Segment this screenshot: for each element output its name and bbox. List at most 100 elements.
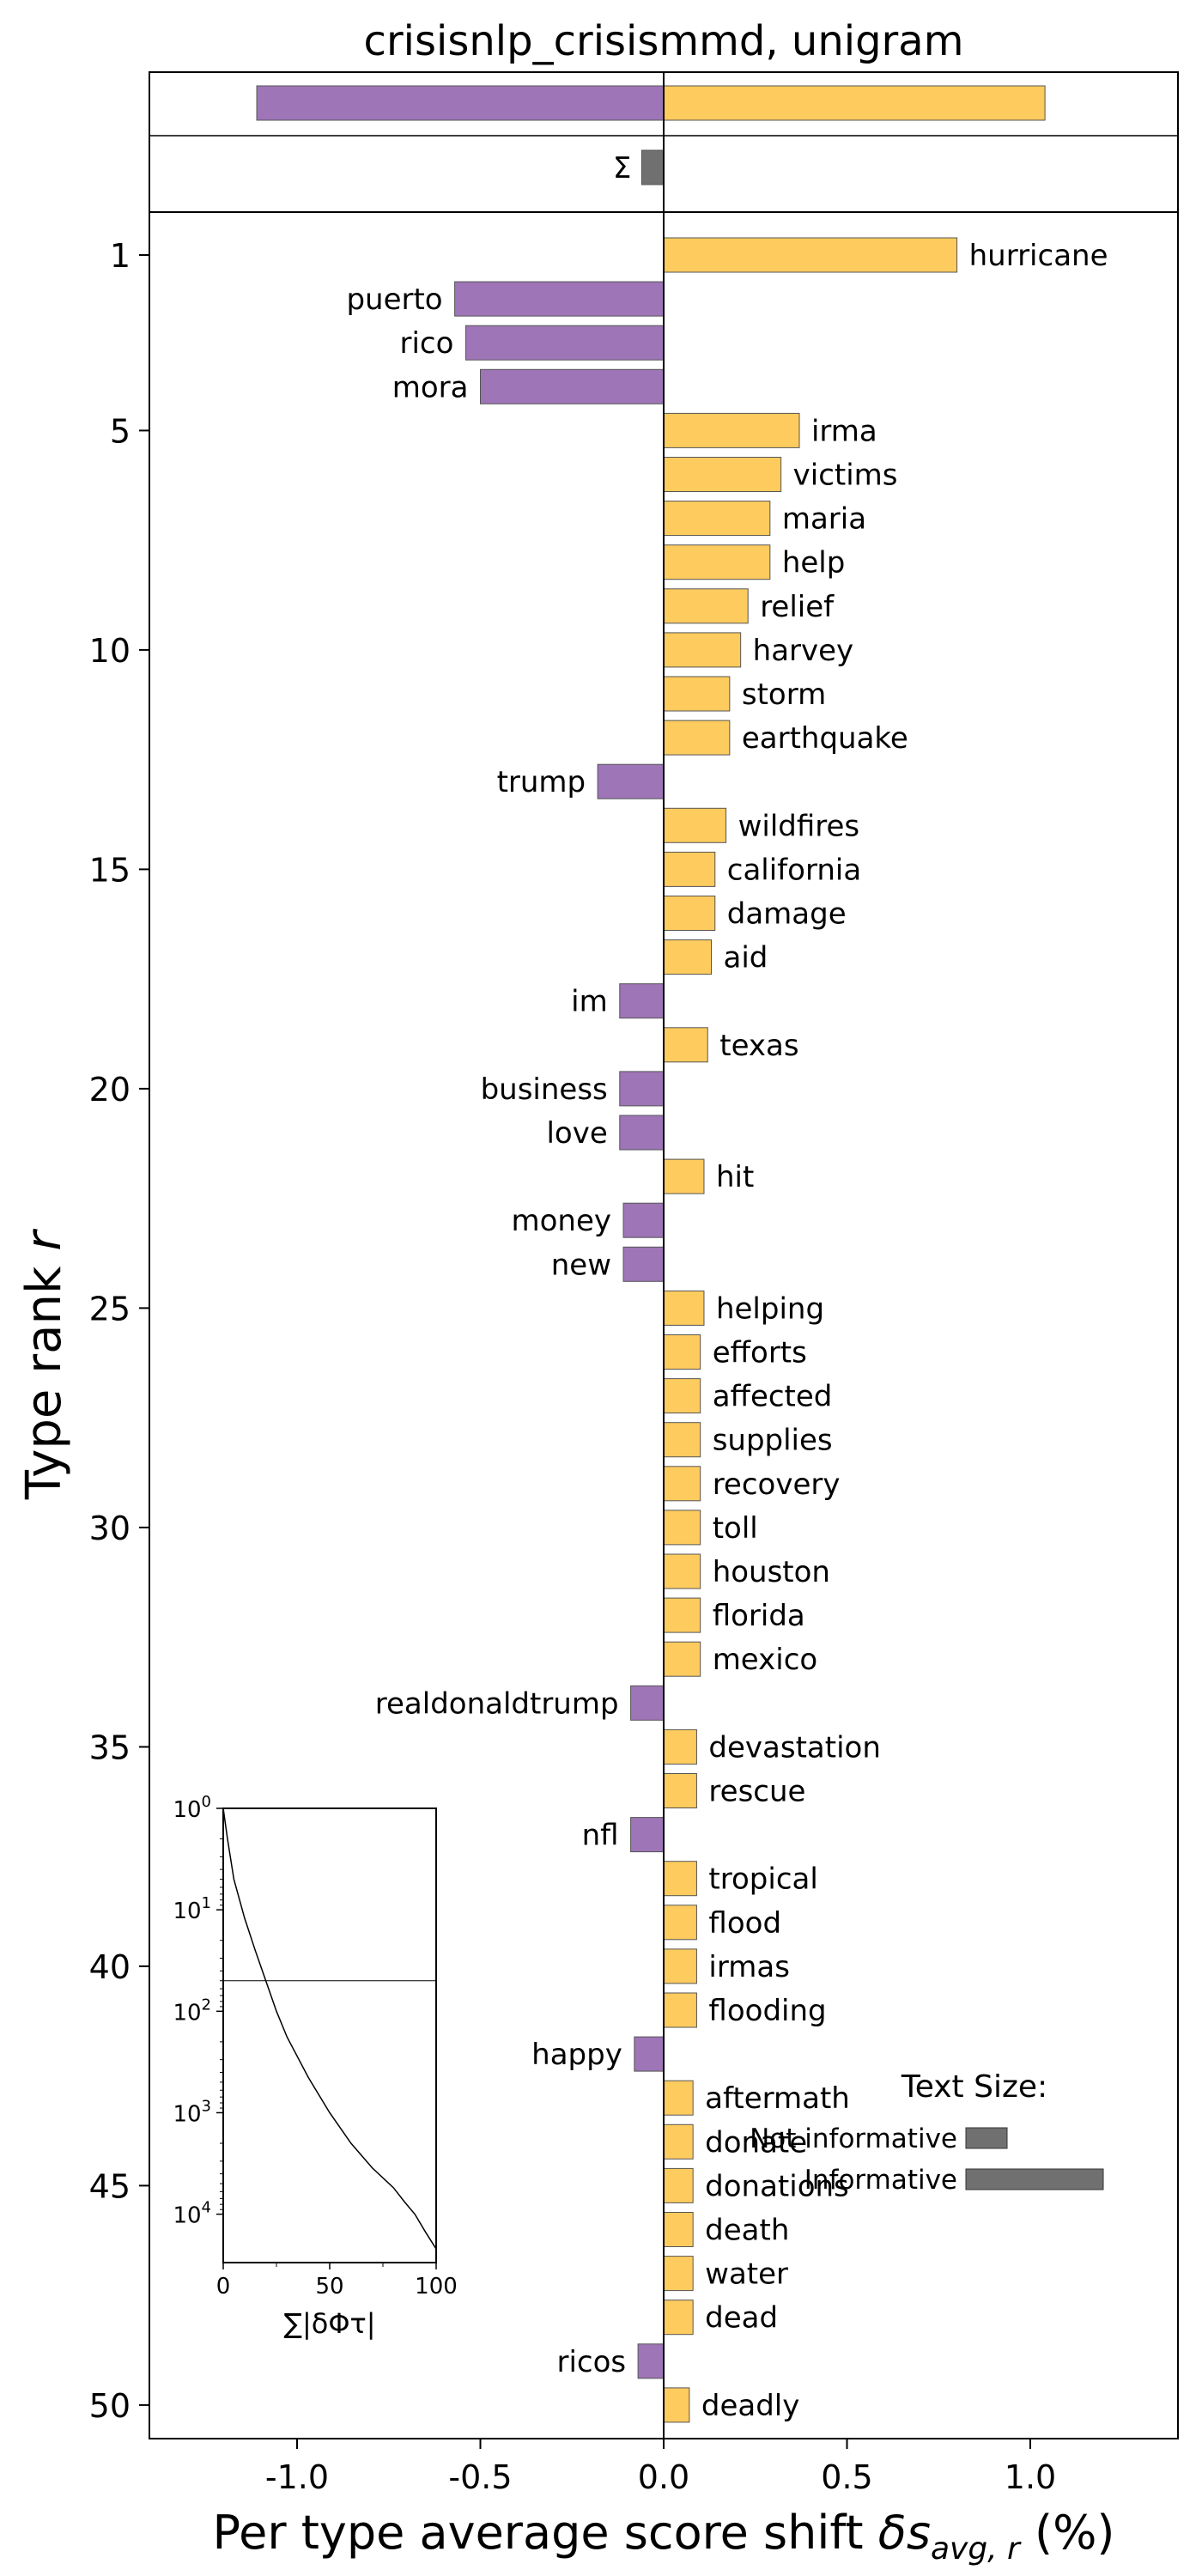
bar-toll — [663, 1510, 701, 1546]
legend-swatch-0 — [965, 2127, 1008, 2149]
y-tick-label-30: 30 — [89, 1510, 131, 1547]
bar-label-helping: helping — [716, 1291, 824, 1326]
legend-title: Text Size: — [901, 2069, 1047, 2105]
bar-happy — [634, 2036, 665, 2072]
inset-y-tick-exponent: 1 — [202, 1894, 211, 1912]
bar-harvey — [663, 632, 742, 668]
bar-water — [663, 2256, 694, 2292]
y-tick-label-10: 10 — [89, 632, 131, 670]
bar-label-aftermath: aftermath — [705, 2081, 850, 2116]
legend-label-0: Not informative — [750, 2123, 957, 2154]
inset-x-tick-label: 0 — [216, 2274, 231, 2300]
bar-houston — [663, 1553, 701, 1589]
total-positive-bar — [663, 85, 1046, 121]
bar-label-happy: happy — [531, 2038, 622, 2072]
bar-donations — [663, 2167, 694, 2203]
bar-flood — [663, 1905, 697, 1941]
bar-label-supplies: supplies — [713, 1424, 833, 1458]
bar-devastation — [663, 1728, 697, 1765]
bar-label-nfl: nfl — [582, 1819, 619, 1853]
bar-realdonaldtrump — [630, 1685, 665, 1721]
x-tick-label: 0.0 — [638, 2458, 689, 2496]
total-negative-bar — [256, 85, 665, 121]
bar-label-toll: toll — [713, 1511, 758, 1546]
bar-label-water: water — [705, 2257, 788, 2292]
inset-y-tick-label-4: 104 — [173, 2199, 211, 2229]
bar-aftermath — [663, 2080, 694, 2116]
bar-victims — [663, 457, 782, 492]
bar-label-irmas: irmas — [708, 1950, 790, 1984]
bar-help — [663, 544, 771, 580]
inset-curve — [222, 1807, 437, 2250]
inset-y-tick-base: 10 — [173, 2203, 201, 2229]
bar-label-love: love — [546, 1116, 607, 1151]
bar-label-relief: relief — [760, 590, 835, 624]
sigma-label: Σ — [613, 151, 631, 185]
bar-label-money: money — [512, 1204, 612, 1238]
inset-x-label: ∑|δΦτ| — [283, 2307, 375, 2340]
x-axis-label-unit: (%) — [1020, 2506, 1115, 2560]
bar-label-efforts: efforts — [713, 1336, 807, 1370]
inset-y-tick-exponent: 2 — [202, 1996, 211, 2014]
x-tick-label: -0.5 — [448, 2458, 512, 2496]
y-tick-label-45: 45 — [89, 2167, 131, 2205]
bar-efforts — [663, 1334, 701, 1370]
bar-supplies — [663, 1422, 701, 1458]
bar-label-florida: florida — [713, 1599, 805, 1633]
inset-y-tick-base: 10 — [173, 1899, 201, 1924]
y-tick-label-35: 35 — [89, 1728, 131, 1766]
bar-aid — [663, 939, 713, 975]
x-tick-label: 0.5 — [821, 2458, 872, 2496]
y-tick-label-1: 1 — [110, 237, 131, 275]
bar-ricos — [637, 2343, 665, 2379]
inset-y-tick-exponent: 0 — [202, 1793, 211, 1811]
bar-irma — [663, 412, 800, 448]
bar-label-devastation: devastation — [708, 1730, 880, 1765]
bar-label-storm: storm — [742, 677, 826, 712]
bar-label-recovery: recovery — [713, 1467, 841, 1502]
inset-y-tick-label-1: 101 — [173, 1894, 211, 1924]
bar-label-donations: donations — [705, 2169, 849, 2203]
bar-flooding — [663, 1992, 697, 2028]
inset-y-tick-label-2: 102 — [173, 1996, 211, 2026]
bar-label-tropical: tropical — [708, 1862, 817, 1897]
bar-label-wildfires: wildfires — [738, 809, 860, 843]
bar-label-damage: damage — [727, 897, 847, 932]
bar-label-ricos: ricos — [556, 2345, 626, 2379]
inset-y-tick-exponent: 3 — [202, 2097, 211, 2115]
bar-donate — [663, 2123, 694, 2160]
y-tick-label-50: 50 — [89, 2387, 131, 2425]
x-axis-label-subscript: avg, r — [931, 2531, 1022, 2567]
bar-label-rescue: rescue — [708, 1775, 805, 1809]
bar-label-mora: mora — [392, 370, 469, 404]
bar-label-deadly: deadly — [701, 2389, 799, 2423]
inset-y-tick-base: 10 — [173, 2000, 201, 2026]
bar-love — [619, 1115, 665, 1151]
y-tick-label-25: 25 — [89, 1290, 131, 1327]
bar-label-earthquake: earthquake — [742, 721, 908, 756]
bar-relief — [663, 588, 749, 624]
bar-label-donate: donate — [705, 2125, 807, 2160]
bar-im — [619, 983, 665, 1019]
bar-label-houston: houston — [713, 1555, 830, 1589]
text-size-legend: Text Size: Not informative Informative — [750, 2069, 1104, 2196]
bar-texas — [663, 1027, 708, 1063]
bar-dead — [663, 2300, 694, 2336]
bar-label-maria: maria — [782, 502, 866, 537]
inset-y-tick-base: 10 — [173, 2101, 201, 2127]
bar-storm — [663, 676, 731, 712]
bar-label-help: help — [782, 546, 846, 580]
x-axis-label-symbol: δs — [878, 2506, 931, 2560]
bar-label-rico: rico — [399, 326, 453, 361]
bar-death — [663, 2212, 694, 2247]
bar-label-flooding: flooding — [708, 1994, 826, 2028]
bar-new — [622, 1246, 665, 1282]
bar-label-realdonaldtrump: realdonaldtrump — [375, 1686, 619, 1721]
bar-label-puerto: puerto — [346, 283, 442, 317]
bar-irmas — [663, 1948, 697, 1984]
y-axis-label: Type rank r — [16, 1229, 72, 1501]
inset-y-tick-exponent: 4 — [202, 2199, 211, 2217]
bar-label-affected: affected — [713, 1380, 833, 1414]
